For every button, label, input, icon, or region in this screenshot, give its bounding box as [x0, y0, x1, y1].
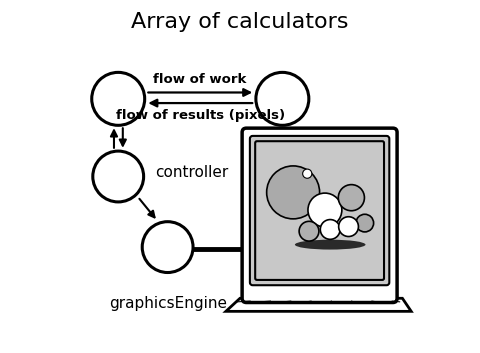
Circle shape	[267, 166, 320, 219]
Text: Array of calculators: Array of calculators	[131, 12, 349, 32]
FancyBboxPatch shape	[250, 136, 389, 285]
Circle shape	[339, 217, 359, 237]
Circle shape	[338, 185, 364, 211]
Text: controller: controller	[155, 166, 228, 180]
Circle shape	[256, 72, 309, 125]
FancyBboxPatch shape	[255, 141, 384, 280]
Circle shape	[299, 221, 319, 241]
Circle shape	[142, 222, 193, 273]
Circle shape	[356, 214, 373, 232]
Text: flow of results (pixels): flow of results (pixels)	[116, 109, 285, 122]
Circle shape	[320, 220, 340, 239]
Circle shape	[93, 151, 144, 202]
Polygon shape	[226, 298, 411, 311]
Text: flow of work: flow of work	[154, 73, 247, 86]
Text: graphicsEngine: graphicsEngine	[108, 296, 227, 311]
FancyBboxPatch shape	[242, 128, 397, 303]
Circle shape	[308, 193, 342, 227]
Circle shape	[303, 169, 312, 178]
Circle shape	[92, 72, 144, 125]
Ellipse shape	[295, 240, 365, 250]
